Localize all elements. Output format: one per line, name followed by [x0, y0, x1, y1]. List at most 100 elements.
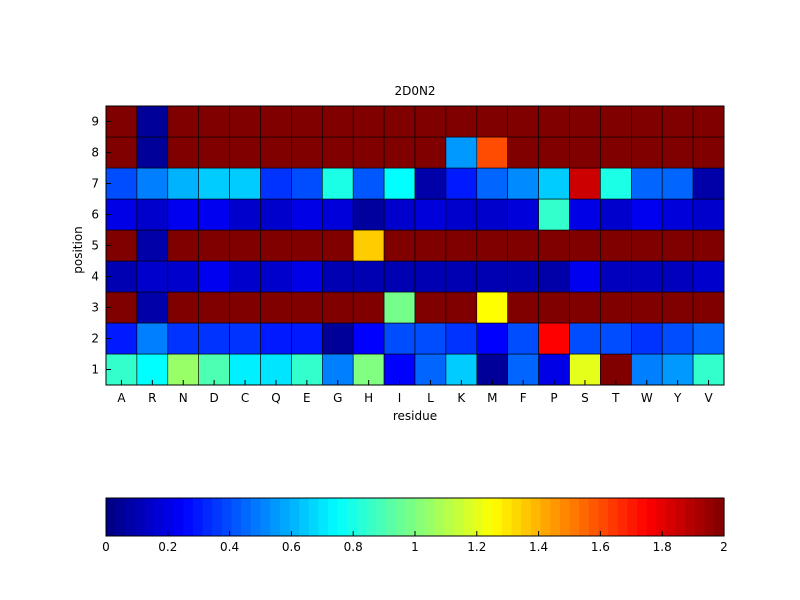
heatmap-cell — [476, 260, 508, 293]
colorbar-segment — [231, 498, 242, 536]
colorbar-segment — [540, 498, 551, 536]
heatmap-cell — [414, 167, 447, 200]
heatmap-cell — [383, 167, 416, 200]
heatmap-cell — [569, 198, 601, 231]
x-tick-label: H — [364, 391, 373, 405]
heatmap-cells — [105, 105, 725, 386]
y-axis: 1 2 3 4 5 6 7 8 9 — [91, 115, 111, 377]
heatmap-cell — [260, 167, 292, 200]
heatmap-cell — [383, 229, 416, 262]
colorbar-segment — [415, 498, 426, 536]
colorbar-segment — [318, 498, 329, 536]
heatmap-cell — [105, 291, 138, 324]
x-tick-label: N — [179, 391, 188, 405]
x-tick-label: R — [148, 391, 156, 405]
heatmap-cell — [476, 353, 508, 386]
colorbar-segment — [617, 498, 629, 536]
heatmap-cell — [507, 198, 539, 231]
heatmap-cell — [229, 136, 261, 169]
x-tick-label: V — [704, 391, 713, 405]
heatmap-cell — [167, 167, 200, 200]
colorbar-segment — [714, 498, 725, 536]
heatmap-cell — [538, 322, 570, 355]
colorbar-segment — [192, 498, 204, 536]
colorbar-segment — [212, 498, 223, 536]
heatmap-cell — [600, 229, 632, 262]
heatmap-cell — [167, 291, 200, 324]
colorbar-tick-label: 2 — [720, 540, 728, 554]
heatmap-cell — [445, 105, 478, 138]
heatmap-cell — [291, 136, 323, 169]
colorbar-segment — [386, 498, 397, 536]
heatmap-cell — [105, 229, 138, 262]
x-tick-label: W — [641, 391, 653, 405]
heatmap-cell — [538, 291, 570, 324]
heatmap-cell — [136, 105, 169, 138]
heatmap-cell — [569, 353, 601, 386]
heatmap-cell — [352, 291, 385, 324]
heatmap-cell — [105, 167, 138, 200]
heatmap-cell — [507, 322, 539, 355]
heatmap-cell — [383, 260, 416, 293]
heatmap-cell — [692, 167, 725, 200]
heatmap-cell — [569, 291, 601, 324]
heatmap-cell — [692, 198, 725, 231]
x-tick-label: D — [210, 391, 219, 405]
heatmap-cell — [476, 136, 508, 169]
heatmap-cell — [198, 136, 230, 169]
colorbar-segment — [627, 498, 638, 536]
heatmap-cell — [198, 167, 230, 200]
colorbar-segment — [666, 498, 677, 536]
x-tick-label: P — [550, 391, 557, 405]
x-tick-label: C — [241, 391, 249, 405]
heatmap-cell — [260, 260, 292, 293]
heatmap-cell — [692, 260, 725, 293]
colorbar-segment — [482, 498, 493, 536]
heatmap-cell — [630, 105, 663, 138]
heatmap-cell — [692, 105, 725, 138]
heatmap-cell — [260, 291, 292, 324]
colorbar-segment — [550, 498, 561, 536]
heatmap-cell — [352, 105, 385, 138]
heatmap-cell — [661, 136, 694, 169]
heatmap-cell — [507, 167, 539, 200]
heatmap-cell — [383, 105, 416, 138]
heatmap-cell — [321, 353, 354, 386]
colorbar-segment — [347, 498, 358, 536]
heatmap-cell — [569, 260, 601, 293]
heatmap-cell — [630, 167, 663, 200]
heatmap-cell — [229, 229, 261, 262]
heatmap-cell — [569, 105, 601, 138]
x-tick-label: A — [117, 391, 126, 405]
heatmap-cell — [630, 353, 663, 386]
heatmap-cell — [352, 322, 385, 355]
colorbar-segment — [472, 498, 484, 536]
colorbar-segment — [106, 498, 117, 536]
heatmap-cell — [321, 167, 354, 200]
heatmap-cell — [198, 260, 230, 293]
heatmap-cell — [507, 136, 539, 169]
y-tick-label: 8 — [91, 146, 99, 160]
heatmap-cell — [167, 260, 200, 293]
colorbar-segment — [695, 498, 706, 536]
heatmap-cell — [291, 198, 323, 231]
colorbar-segment — [637, 498, 648, 536]
x-tick-label: L — [427, 391, 434, 405]
heatmap-cell — [198, 198, 230, 231]
heatmap-cell — [291, 105, 323, 138]
heatmap-cell — [291, 291, 323, 324]
x-tick-label: T — [611, 391, 620, 405]
heatmap-cell — [445, 198, 478, 231]
y-tick-label: 9 — [91, 115, 99, 129]
heatmap-cell — [538, 167, 570, 200]
heatmap-cell — [538, 229, 570, 262]
colorbar-segment — [154, 498, 165, 536]
y-tick-label: 2 — [91, 332, 99, 346]
heatmap-cell — [352, 167, 385, 200]
colorbar-tick-label: 0 — [102, 540, 110, 554]
y-tick-label: 5 — [91, 239, 99, 253]
colorbar-segment — [434, 498, 445, 536]
heatmap-cell — [661, 260, 694, 293]
colorbar-segment — [308, 498, 320, 536]
